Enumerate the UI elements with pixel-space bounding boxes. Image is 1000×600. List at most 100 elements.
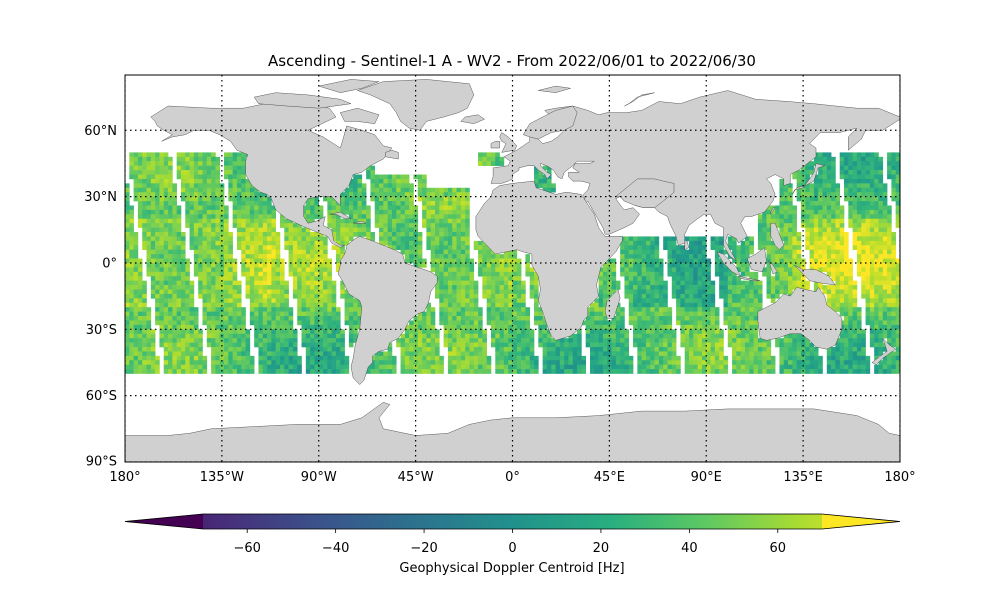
doppler-cell [740, 347, 746, 352]
doppler-cell [125, 271, 130, 277]
doppler-cell [331, 245, 337, 250]
doppler-cell [822, 201, 828, 206]
doppler-cell [478, 262, 483, 268]
doppler-cell [701, 342, 707, 348]
doppler-cell [447, 262, 453, 268]
doppler-cell [292, 236, 298, 242]
doppler-cell [456, 307, 462, 312]
doppler-cell [503, 307, 509, 312]
doppler-cell [254, 324, 259, 330]
doppler-cell [895, 156, 900, 162]
doppler-cell [198, 192, 203, 197]
doppler-cell [874, 298, 879, 304]
doppler-cell [852, 156, 858, 162]
doppler-cell [133, 240, 139, 246]
doppler-cell [676, 293, 681, 299]
doppler-cell [202, 240, 208, 246]
doppler-cell [465, 289, 470, 295]
doppler-cell [168, 170, 173, 175]
doppler-cell [314, 347, 320, 352]
doppler-cell [215, 245, 221, 250]
doppler-cell [215, 262, 221, 268]
doppler-cell [697, 342, 703, 348]
doppler-cell [831, 351, 836, 357]
doppler-cell [236, 324, 242, 330]
doppler-cell [254, 280, 259, 286]
doppler-cell [400, 178, 406, 184]
doppler-cell [719, 347, 724, 352]
doppler-cell [697, 267, 703, 273]
doppler-cell [667, 316, 673, 321]
doppler-cell [241, 245, 246, 250]
doppler-cell [206, 254, 212, 259]
doppler-cell [228, 156, 233, 162]
doppler-cell [206, 338, 212, 343]
doppler-cell [852, 324, 858, 330]
doppler-cell [460, 205, 466, 211]
doppler-cell [848, 338, 853, 343]
doppler-cell [275, 338, 281, 343]
doppler-cell [478, 245, 483, 250]
doppler-cell [254, 285, 259, 290]
doppler-cell [831, 254, 836, 259]
doppler-cell [228, 183, 233, 189]
doppler-cell [215, 240, 221, 246]
doppler-cell [443, 258, 449, 264]
doppler-cell [538, 307, 543, 312]
doppler-cell [198, 293, 203, 299]
doppler-cell [710, 333, 716, 339]
doppler-cell [590, 329, 595, 335]
doppler-cell [344, 236, 350, 242]
doppler-cell [224, 240, 229, 246]
doppler-cell [701, 276, 707, 281]
doppler-cell [163, 165, 169, 171]
doppler-cell [499, 311, 505, 317]
doppler-cell [503, 271, 509, 277]
doppler-cell [805, 192, 810, 197]
doppler-cell [779, 351, 785, 357]
doppler-cell [452, 245, 457, 250]
doppler-cell [387, 355, 393, 361]
doppler-cell [861, 271, 866, 277]
doppler-cell [689, 307, 694, 312]
doppler-cell [422, 214, 427, 220]
doppler-cell [185, 165, 190, 171]
doppler-cell [310, 254, 315, 259]
doppler-cell [163, 280, 169, 286]
doppler-cell [770, 289, 776, 295]
doppler-cell [137, 285, 143, 290]
doppler-cell [693, 245, 698, 250]
doppler-cell [478, 355, 483, 361]
doppler-cell [348, 293, 354, 299]
doppler-cell [422, 178, 427, 184]
doppler-cell [757, 245, 763, 250]
doppler-cell [168, 289, 173, 295]
doppler-cell [249, 307, 255, 312]
doppler-cell [344, 223, 350, 228]
doppler-cell [495, 338, 500, 343]
doppler-cell [439, 267, 444, 273]
doppler-cell [241, 254, 246, 259]
doppler-cell [620, 245, 625, 250]
doppler-cell [701, 258, 707, 264]
doppler-cell [150, 329, 156, 335]
doppler-cell [508, 351, 513, 357]
doppler-cell [387, 223, 393, 228]
doppler-cell [155, 240, 160, 246]
doppler-cell [348, 338, 354, 343]
doppler-cell [150, 232, 156, 237]
doppler-cell [719, 280, 724, 286]
doppler-cell [564, 342, 569, 348]
doppler-cell [534, 302, 539, 308]
doppler-cell [809, 201, 815, 206]
doppler-cell [180, 293, 186, 299]
doppler-cell [241, 333, 246, 339]
doppler-cell [137, 183, 143, 189]
doppler-cell [447, 355, 453, 361]
doppler-cell [783, 267, 789, 273]
doppler-cell [224, 285, 229, 290]
doppler-cell [267, 342, 272, 348]
doppler-cell [193, 209, 199, 215]
doppler-cell [701, 302, 707, 308]
doppler-cell [818, 152, 823, 158]
